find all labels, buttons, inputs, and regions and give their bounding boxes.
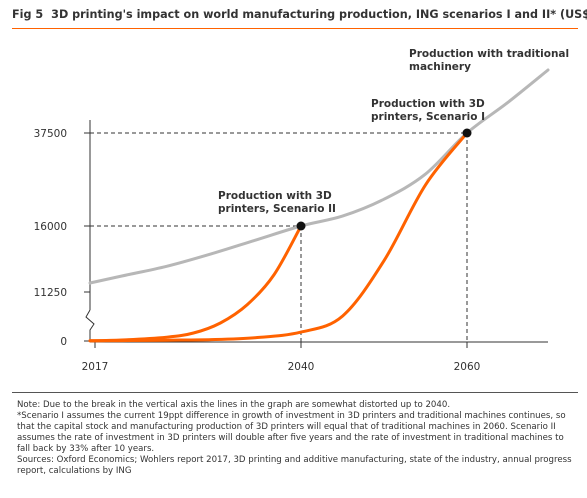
y-tick-label: 0 [60, 336, 67, 348]
annotation-label: Production with traditional machinery [409, 48, 569, 73]
bottom-rule [12, 392, 578, 393]
figure-number: Fig 5 [12, 8, 44, 21]
annotation-label: Production with 3D printers, Scenario I [371, 98, 485, 123]
chart: 0 11250 16000 37500 2017 2040 2060 Production w… [34, 48, 570, 373]
series-line-scenario2 [88, 224, 303, 343]
intersection-marker [462, 128, 472, 138]
intersection-marker [296, 221, 306, 231]
y-tick-label: 37500 [34, 128, 67, 140]
y-tick-label: 11250 [34, 287, 67, 299]
annotation-line: machinery [409, 61, 471, 73]
notes: Note: Due to the break in the vertical a… [17, 400, 577, 477]
note-scenarios: *Scenario I assumes the current 19ppt di… [17, 411, 566, 454]
annotation-line: printers, Scenario I [371, 111, 485, 123]
y-tick-label: 16000 [34, 221, 67, 233]
y-axis-break [85, 309, 95, 342]
title-rule [12, 28, 578, 29]
annotation-line: Production with 3D [371, 98, 485, 110]
annotation-line: Production with traditional [409, 48, 569, 60]
x-tick-label: 2040 [288, 361, 315, 373]
note-break: Note: Due to the break in the vertical a… [17, 400, 451, 410]
annotation-line: Production with 3D [218, 190, 332, 202]
x-tick-label: 2060 [454, 361, 481, 373]
note-sources: Sources: Oxford Economics; Wohlers repor… [17, 455, 572, 476]
figure-title-text: 3D printing's impact on world manufactur… [51, 8, 587, 21]
x-tick-label: 2017 [82, 361, 109, 373]
annotation-line: printers, Scenario II [218, 203, 336, 215]
annotation-label: Production with 3D printers, Scenario II [218, 190, 336, 215]
series-line-scenario1 [88, 131, 469, 343]
figure-title: Fig 5 3D printing's impact on world manuf… [12, 8, 587, 21]
